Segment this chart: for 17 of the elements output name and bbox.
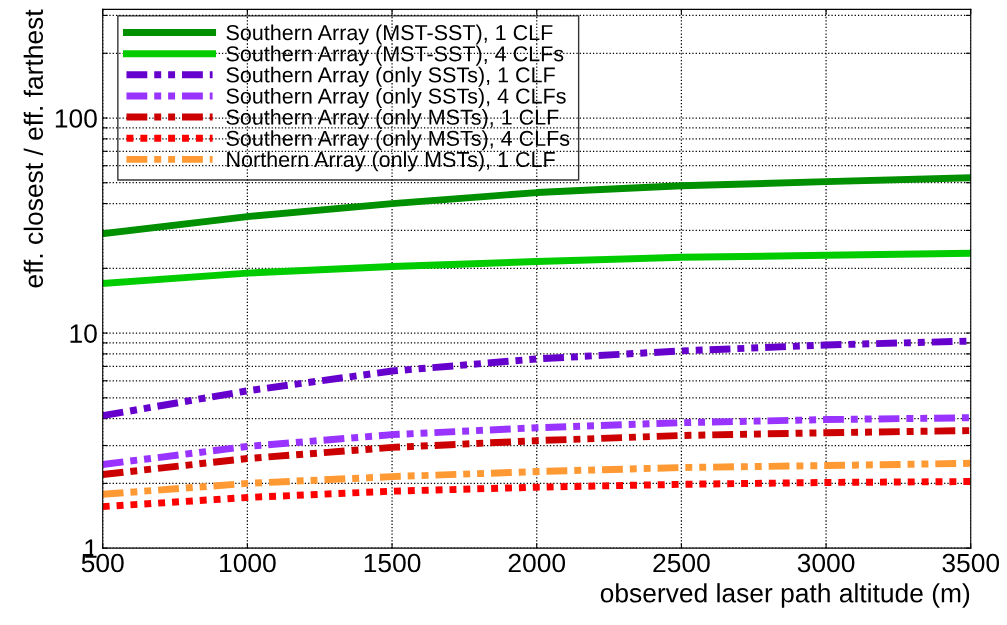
y-axis-title: eff. closest / eff. farthest: [23, 9, 44, 288]
x-tick-label: 2000: [508, 553, 566, 573]
legend-label: Northern Array (only MSTs), 1 CLF: [227, 151, 555, 172]
y-tick-label: 10: [70, 324, 97, 343]
x-tick-label: 1000: [220, 553, 276, 573]
x-tick-label: 2500: [653, 553, 710, 573]
y-tick-label: 100: [55, 109, 97, 128]
legend-label: Southern Array (only SSTs), 4 CLFs: [226, 87, 566, 108]
x-axis-title: observed laser path altitude (m): [600, 583, 970, 608]
x-tick-label: 3500: [942, 553, 1000, 573]
legend-label: Southern Array (only SSTs), 1 CLF: [226, 66, 555, 87]
legend-label: Southern Array (only MSTs), 1 CLF: [226, 109, 559, 130]
legend-label: Southern Array (MST-SST), 4 CLFs: [226, 45, 564, 66]
legend-label: Southern Array (only MSTs), 4 CLFs: [226, 130, 570, 151]
x-tick-label: 1500: [364, 553, 421, 573]
legend-label: Southern Array (MST-SST), 1 CLF: [226, 24, 553, 45]
x-tick-label: 3000: [797, 553, 855, 573]
